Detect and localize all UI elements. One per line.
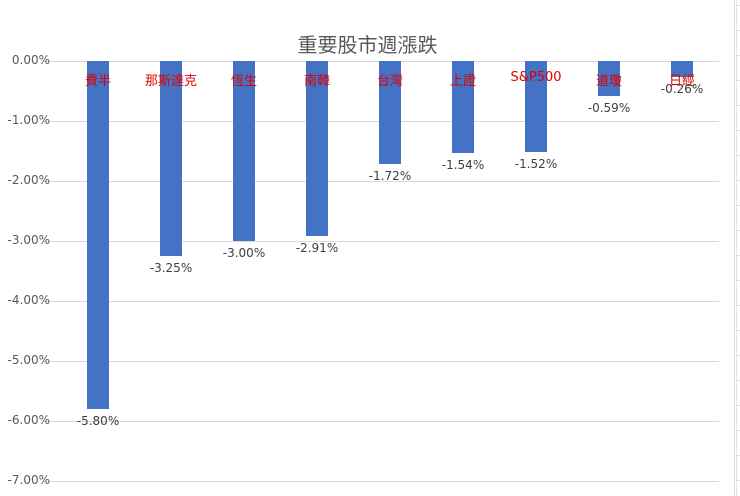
sheet-row-line (736, 480, 740, 481)
y-axis-tick-label: 0.00% (11, 53, 50, 67)
sheet-row-line (736, 105, 740, 106)
category-label: 上證 (449, 74, 476, 89)
data-value-label: -0.59% (587, 101, 631, 116)
data-value-label: -0.26% (660, 81, 704, 96)
bar[interactable] (233, 61, 255, 241)
category-label: 台灣 (376, 74, 403, 89)
bar[interactable] (598, 61, 620, 97)
sheet-row-line (736, 30, 740, 31)
y-axis-tick-label: -5.00% (7, 353, 50, 367)
gridline (44, 481, 719, 482)
data-value-label: -5.80% (76, 414, 120, 428)
sheet-row-line (736, 230, 740, 231)
category-label: 日經 (668, 74, 695, 89)
y-axis-tick-label: -2.00% (7, 173, 50, 187)
bar[interactable] (671, 61, 693, 77)
sheet-row-line (736, 455, 740, 456)
gridline (44, 181, 719, 182)
bar[interactable] (452, 61, 474, 154)
chart-title: 重要股市週漲跌 (297, 33, 438, 57)
sheet-row-line (736, 330, 740, 331)
sheet-row-line (736, 405, 740, 406)
y-axis-tick-label: -4.00% (7, 293, 50, 307)
y-axis-tick-label: -1.00% (7, 113, 50, 127)
sheet-row-line (736, 130, 740, 131)
sheet-column-line (736, 0, 737, 496)
sheet-row-line (736, 55, 740, 56)
sheet-row-line (736, 430, 740, 431)
sheet-row-line (736, 305, 740, 306)
data-value-label: -1.72% (368, 169, 412, 184)
category-label: 道瓊 (595, 74, 622, 89)
category-label: S&P500 (510, 70, 562, 85)
gridline (44, 421, 719, 422)
gridline (44, 361, 719, 362)
y-axis-tick-label: -6.00% (7, 413, 50, 427)
category-label: 恆生 (230, 74, 257, 89)
bar[interactable] (160, 61, 182, 256)
sheet-row-line (736, 380, 740, 381)
data-value-label: -3.25% (149, 261, 193, 275)
bar[interactable] (87, 61, 109, 409)
y-axis-tick-label: -3.00% (7, 233, 50, 247)
category-label: 那斯達克 (144, 74, 197, 89)
sheet-row-line (736, 80, 740, 81)
sheet-row-line (736, 205, 740, 206)
sheet-row-line (736, 255, 740, 256)
data-value-label: -1.54% (441, 158, 485, 173)
category-label: 費半 (84, 74, 111, 89)
sheet-row-line (736, 5, 740, 6)
bar[interactable] (306, 61, 328, 236)
sheet-row-line (736, 155, 740, 156)
gridline (44, 241, 719, 242)
gridline (44, 301, 719, 302)
category-label: 南韓 (303, 74, 330, 89)
sheet-row-line (736, 355, 740, 356)
data-value-label: -3.00% (222, 246, 266, 260)
sheet-row-line (736, 280, 740, 281)
bar[interactable] (525, 61, 547, 153)
sheet-row-line (736, 180, 740, 181)
bar[interactable] (379, 61, 401, 165)
y-axis-tick-label: -7.00% (7, 473, 50, 487)
data-value-label: -2.91% (295, 240, 339, 255)
data-value-label: -1.52% (514, 157, 558, 172)
